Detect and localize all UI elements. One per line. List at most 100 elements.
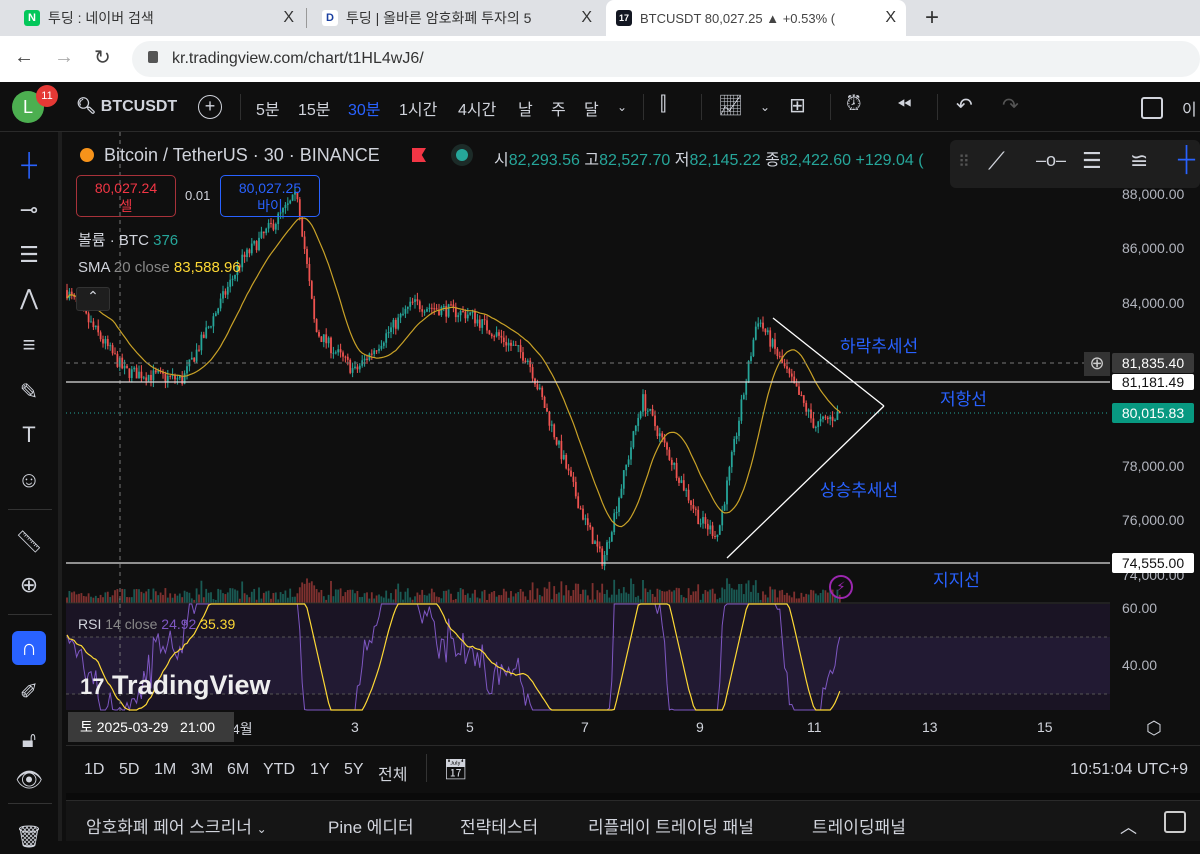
tab-crypto-screener[interactable]: 암호화폐 페어 스크리너 ⌄	[86, 813, 267, 838]
text-icon[interactable]: T	[22, 422, 36, 447]
avatar[interactable]: L	[12, 91, 44, 123]
interval-15m[interactable]: 15분	[298, 102, 331, 119]
crosshair-tool-icon[interactable]: ┼	[1178, 146, 1196, 173]
forward-icon[interactable]: →	[54, 46, 74, 68]
time-axis[interactable]	[66, 711, 1200, 745]
downtrend-line[interactable]	[772, 317, 885, 407]
trash-icon[interactable]: 🗑︎	[15, 824, 43, 849]
drag-handle-icon[interactable]: ⠿	[958, 154, 970, 171]
tab-replay-trading[interactable]: 리플레이 트레이딩 패널	[588, 818, 754, 837]
lock-drawings-icon[interactable]: ✐	[19, 679, 39, 704]
downtrend-label[interactable]: 하락추세선	[840, 337, 919, 356]
candle-body	[445, 306, 448, 317]
close-tab-icon[interactable]: X	[283, 9, 294, 26]
range-1y[interactable]: 1Y	[310, 761, 330, 778]
fullscreen-icon[interactable]	[1141, 97, 1163, 119]
uptrend-line[interactable]	[726, 405, 885, 559]
rsi-legend[interactable]: RSI 14 close 24.92 35.39	[78, 616, 235, 632]
uptrend-label[interactable]: 상승추세선	[820, 481, 899, 500]
chart-canvas[interactable]	[0, 0, 1200, 745]
maximize-panel-icon[interactable]	[1164, 811, 1186, 833]
interval-day[interactable]: 날	[518, 102, 533, 119]
parallel-channel-icon[interactable]: ☰	[1082, 148, 1102, 173]
range-1d[interactable]: 1D	[84, 761, 105, 778]
reload-icon[interactable]: ↻	[94, 47, 111, 69]
indicators-dropdown-icon[interactable]: ⌄	[760, 100, 771, 114]
interval-dropdown-icon[interactable]: ⌄	[617, 100, 628, 114]
range-5d[interactable]: 5D	[119, 761, 140, 778]
tab-strategy-tester[interactable]: 전략테스터	[460, 818, 539, 837]
range-5y[interactable]: 5Y	[344, 761, 364, 778]
close-tab-icon[interactable]: X	[581, 9, 592, 26]
interval-1h[interactable]: 1시간	[399, 102, 438, 119]
candles-icon[interactable]: ⫿	[660, 93, 667, 115]
eye-icon[interactable]: 👁︎	[15, 767, 43, 792]
event-lightning-icon[interactable]: ⚡︎	[829, 575, 853, 599]
interval-5m[interactable]: 5분	[256, 102, 280, 119]
range-ytd[interactable]: YTD	[263, 761, 295, 778]
ruler-icon[interactable]: 📏︎	[15, 529, 43, 554]
interval-30m[interactable]: 30분	[348, 102, 381, 119]
toolbar-right-label[interactable]: 이	[1182, 102, 1197, 119]
undo-icon[interactable]: ↶	[956, 95, 973, 117]
compare-add-icon[interactable]: +	[198, 95, 222, 119]
candle-body	[596, 541, 599, 547]
parallel-lines-icon[interactable]: ☰	[19, 242, 39, 267]
zoom-in-icon[interactable]: ⊕	[19, 572, 39, 597]
clock[interactable]: 10:51:04 UTC+9	[1070, 761, 1188, 778]
range-all[interactable]: 전체	[378, 767, 408, 784]
alert-icon[interactable]: ⏰︎	[846, 93, 862, 115]
fib-icon[interactable]: ≡	[22, 332, 36, 357]
volume-bar	[548, 581, 551, 603]
replay-icon[interactable]: ⏪︎	[897, 94, 912, 114]
flag-icon[interactable]	[412, 148, 426, 162]
browser-tab-tradingview[interactable]: 17 BTCUSDT 80,027.25 ▲ +0.53% ( X	[606, 0, 906, 36]
new-tab-button[interactable]: +	[925, 4, 940, 31]
interval-week[interactable]: 주	[551, 102, 566, 119]
brush-icon[interactable]: ✎	[19, 379, 39, 404]
tab-pine-editor[interactable]: Pine 에디터	[328, 818, 414, 837]
horizontal-line-icon[interactable]: –o–	[1036, 150, 1067, 170]
tab-trading-panel[interactable]: 트레이딩패널	[812, 818, 906, 837]
indicators-icon[interactable]: 📈︎	[718, 95, 744, 117]
settings-gear-icon[interactable]: ⬡	[1146, 718, 1162, 738]
sell-button[interactable]: 80,027.24 셀	[76, 175, 176, 217]
horizontal-ray-icon[interactable]: ⊸	[19, 197, 39, 222]
range-6m[interactable]: 6M	[227, 761, 250, 778]
fib-retracement-icon[interactable]: ≌	[1130, 148, 1149, 173]
range-1m[interactable]: 1M	[154, 761, 177, 778]
volume-bar	[152, 588, 155, 603]
chevron-up-icon[interactable]: ︿	[1120, 818, 1137, 837]
pattern-icon[interactable]: ⋀	[19, 285, 39, 310]
redo-icon[interactable]: ↷	[1002, 95, 1019, 117]
range-3m[interactable]: 3M	[191, 761, 214, 778]
volume-bar	[510, 591, 512, 603]
url-input[interactable]: kr.tradingview.com/chart/t1HL4wJ6/	[132, 41, 1200, 77]
sma-legend[interactable]: SMA 20 close 83,588.96	[78, 259, 241, 276]
support-label[interactable]: 지지선	[933, 571, 980, 590]
volume-legend[interactable]: 볼륨 · BTC 376	[78, 229, 178, 250]
browser-tab-naver[interactable]: N 투딩 : 네이버 검색 X	[14, 0, 304, 36]
symbol-search-button[interactable]: 🔍︎ BTCUSDT	[76, 96, 177, 116]
trend-line-icon[interactable]: ⟋	[988, 148, 1005, 175]
unlock-icon[interactable]: 🔓︎	[21, 727, 37, 752]
volume-bar	[246, 594, 248, 603]
crosshair-icon[interactable]: ┼	[21, 152, 37, 177]
candle-body	[690, 500, 692, 506]
browser-tab-tooding[interactable]: D 투딩 | 올바른 암호화폐 투자의 5 X	[312, 0, 602, 36]
goto-date-icon[interactable]: 📅︎	[443, 759, 469, 781]
buy-button[interactable]: 80,027.25 바이	[220, 175, 320, 217]
layouts-icon[interactable]: ⊞	[789, 95, 806, 117]
symbol-title[interactable]: Bitcoin / TetherUS · 30 · BINANCE	[104, 145, 380, 165]
candle-body	[824, 416, 827, 418]
interval-month[interactable]: 달	[584, 102, 599, 119]
resistance-label[interactable]: 저항선	[940, 390, 987, 409]
emoji-icon[interactable]: ☺	[17, 467, 41, 492]
add-alert-plus-icon[interactable]: ⊕	[1084, 352, 1110, 376]
interval-4h[interactable]: 4시간	[458, 102, 497, 119]
close-tab-icon[interactable]: X	[885, 9, 896, 26]
back-icon[interactable]: ←	[14, 46, 34, 68]
volume-bar	[70, 592, 73, 603]
magnet-icon[interactable]: ∩	[12, 631, 46, 665]
collapse-legend-icon[interactable]: ⌃	[76, 287, 110, 311]
